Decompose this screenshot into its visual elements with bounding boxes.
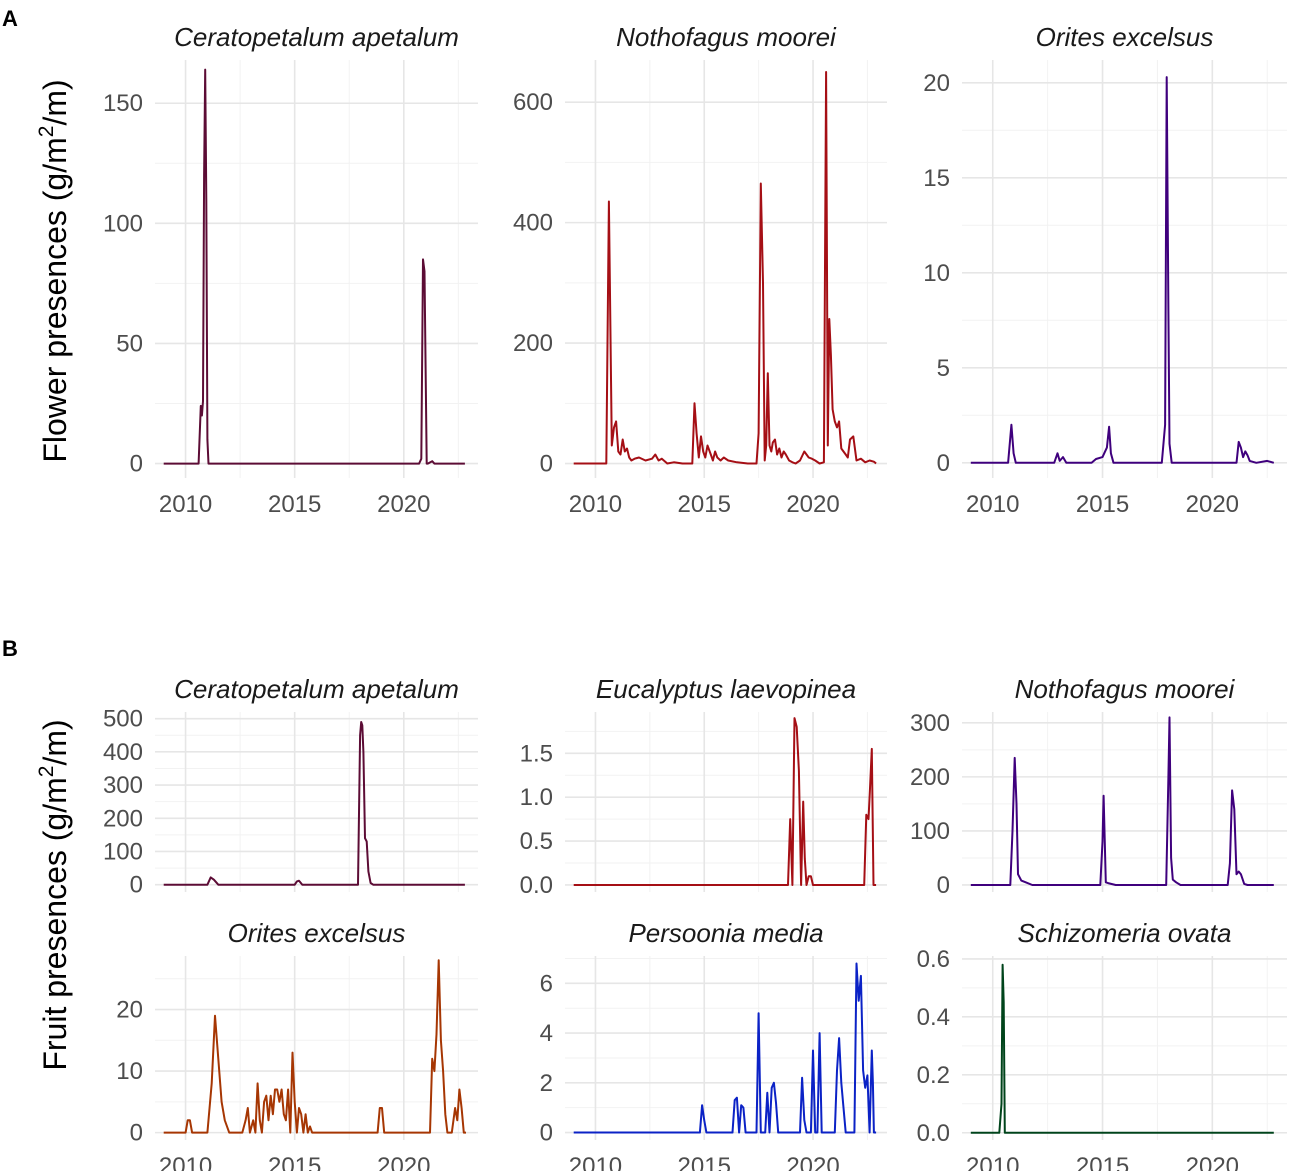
y-tick-label: 150 <box>103 90 143 117</box>
series-line <box>573 717 877 886</box>
x-tick-label: 2010 <box>569 1153 622 1171</box>
flower-y-axis-title-suffix: /m) <box>37 79 73 125</box>
panel-title: Persoonia media <box>628 918 823 948</box>
x-tick-label: 2010 <box>159 1153 212 1171</box>
series-line <box>163 721 465 886</box>
y-tick-label: 100 <box>103 210 143 237</box>
x-tick-label: 2015 <box>1076 1153 1129 1171</box>
flower-y-axis-title-superscript: 2 <box>35 126 58 138</box>
series-line <box>970 716 1274 886</box>
panel-title: Orites excelsus <box>228 918 406 948</box>
x-tick-label: 2020 <box>786 491 839 518</box>
y-tick-label: 400 <box>513 210 553 237</box>
series-line <box>573 962 877 1134</box>
panel-8: 2010 2015 2020 0 2 4 6 Persoonia media <box>540 918 887 1171</box>
y-tick-label: 10 <box>116 1058 143 1085</box>
fruit-y-axis-title: Fruit presences (g/m2/m) <box>35 719 73 1070</box>
y-tick-label: 200 <box>513 330 553 357</box>
x-tick-label: 2020 <box>1186 491 1239 518</box>
section-a-label: A <box>2 6 18 31</box>
y-tick-label: 0 <box>130 451 143 478</box>
flower-y-axis-title-prefix: Flower presences (g/m <box>37 137 73 462</box>
series-line <box>163 959 466 1134</box>
series-line <box>970 963 1274 1134</box>
y-tick-label: 4 <box>540 1020 553 1047</box>
y-tick-label: 0.0 <box>917 1120 950 1147</box>
y-tick-label: 10 <box>923 260 950 287</box>
x-tick-label: 2020 <box>1186 1153 1239 1171</box>
y-tick-label: 300 <box>103 772 143 799</box>
x-tick-label: 2020 <box>377 491 430 518</box>
panel-title: Orites excelsus <box>1036 22 1214 52</box>
y-tick-label: 0 <box>130 1120 143 1147</box>
fruit-y-axis-title-suffix: /m) <box>37 719 73 765</box>
panel-5: 0.0 0.5 1.0 1.5 Eucalyptus laevopinea <box>520 674 887 899</box>
x-tick-label: 2015 <box>1076 491 1129 518</box>
x-tick-label: 2015 <box>678 1153 731 1171</box>
y-tick-label: 50 <box>116 330 143 357</box>
section-b-label: B <box>2 636 18 661</box>
panel-9: 2010 2015 2020 0.0 0.2 0.4 0.6 Schizomeria ovat… <box>917 918 1287 1171</box>
y-tick-label: 5 <box>937 355 950 382</box>
panel-2: 2010 2015 2020 0 200 400 600 Nothofagus moorei <box>513 22 887 518</box>
x-tick-label: 2015 <box>268 491 321 518</box>
panel-title: Ceratopetalum apetalum <box>174 674 459 704</box>
y-tick-label: 200 <box>103 805 143 832</box>
y-tick-label: 600 <box>513 89 553 116</box>
y-tick-label: 2 <box>540 1070 553 1097</box>
y-tick-label: 200 <box>910 764 950 791</box>
y-tick-label: 0.0 <box>520 872 553 899</box>
panel-1: 2010 2015 2020 0 50 100 150 Ceratopetalum apeta… <box>103 22 478 518</box>
panel-title: Ceratopetalum apetalum <box>174 22 459 52</box>
panel-6: 0 100 200 300 Nothofagus moorei <box>910 674 1287 899</box>
y-tick-label: 0 <box>540 1120 553 1147</box>
panel-7: 2010 2015 2020 0 10 20 Orites excelsus <box>116 918 478 1171</box>
flower-y-axis-title: Flower presences (g/m2/m) <box>35 79 73 462</box>
y-tick-label: 1.0 <box>520 784 553 811</box>
panel-4: 0 100 200 300 400 500 Ceratopetalum apetalum <box>103 674 478 899</box>
panel-title: Schizomeria ovata <box>1018 918 1232 948</box>
x-tick-label: 2010 <box>569 491 622 518</box>
y-tick-label: 500 <box>103 706 143 733</box>
x-tick-label: 2015 <box>678 491 731 518</box>
fruit-y-axis-title-superscript: 2 <box>35 766 58 778</box>
y-tick-label: 0 <box>937 872 950 899</box>
x-tick-label: 2020 <box>786 1153 839 1171</box>
y-tick-label: 0 <box>130 872 143 899</box>
series-line <box>163 68 465 465</box>
x-tick-label: 2010 <box>159 491 212 518</box>
y-tick-label: 6 <box>540 970 553 997</box>
y-tick-label: 0 <box>937 450 950 477</box>
x-tick-label: 2010 <box>966 1153 1019 1171</box>
y-tick-label: 100 <box>910 818 950 845</box>
series-line <box>573 71 877 465</box>
x-tick-label: 2020 <box>377 1153 430 1171</box>
panel-title: Eucalyptus laevopinea <box>596 674 856 704</box>
y-tick-label: 0.4 <box>917 1004 950 1031</box>
y-tick-label: 1.5 <box>520 740 553 767</box>
y-tick-label: 100 <box>103 838 143 865</box>
panel-3: 2010 2015 2020 0 5 10 15 20 Orites excelsus <box>923 22 1287 518</box>
y-tick-label: 0.2 <box>917 1062 950 1089</box>
y-tick-label: 20 <box>116 997 143 1024</box>
x-tick-label: 2010 <box>966 491 1019 518</box>
y-tick-label: 15 <box>923 165 950 192</box>
panel-title: Nothofagus moorei <box>616 22 837 52</box>
y-tick-label: 0 <box>540 451 553 478</box>
panel-title: Nothofagus moorei <box>1015 674 1236 704</box>
y-tick-label: 0.6 <box>917 946 950 973</box>
series-line <box>970 76 1275 464</box>
x-tick-label: 2015 <box>268 1153 321 1171</box>
y-tick-label: 0.5 <box>520 828 553 855</box>
fruit-y-axis-title-prefix: Fruit presences (g/m <box>37 777 73 1070</box>
y-tick-label: 20 <box>923 70 950 97</box>
y-tick-label: 400 <box>103 739 143 766</box>
y-tick-label: 300 <box>910 710 950 737</box>
